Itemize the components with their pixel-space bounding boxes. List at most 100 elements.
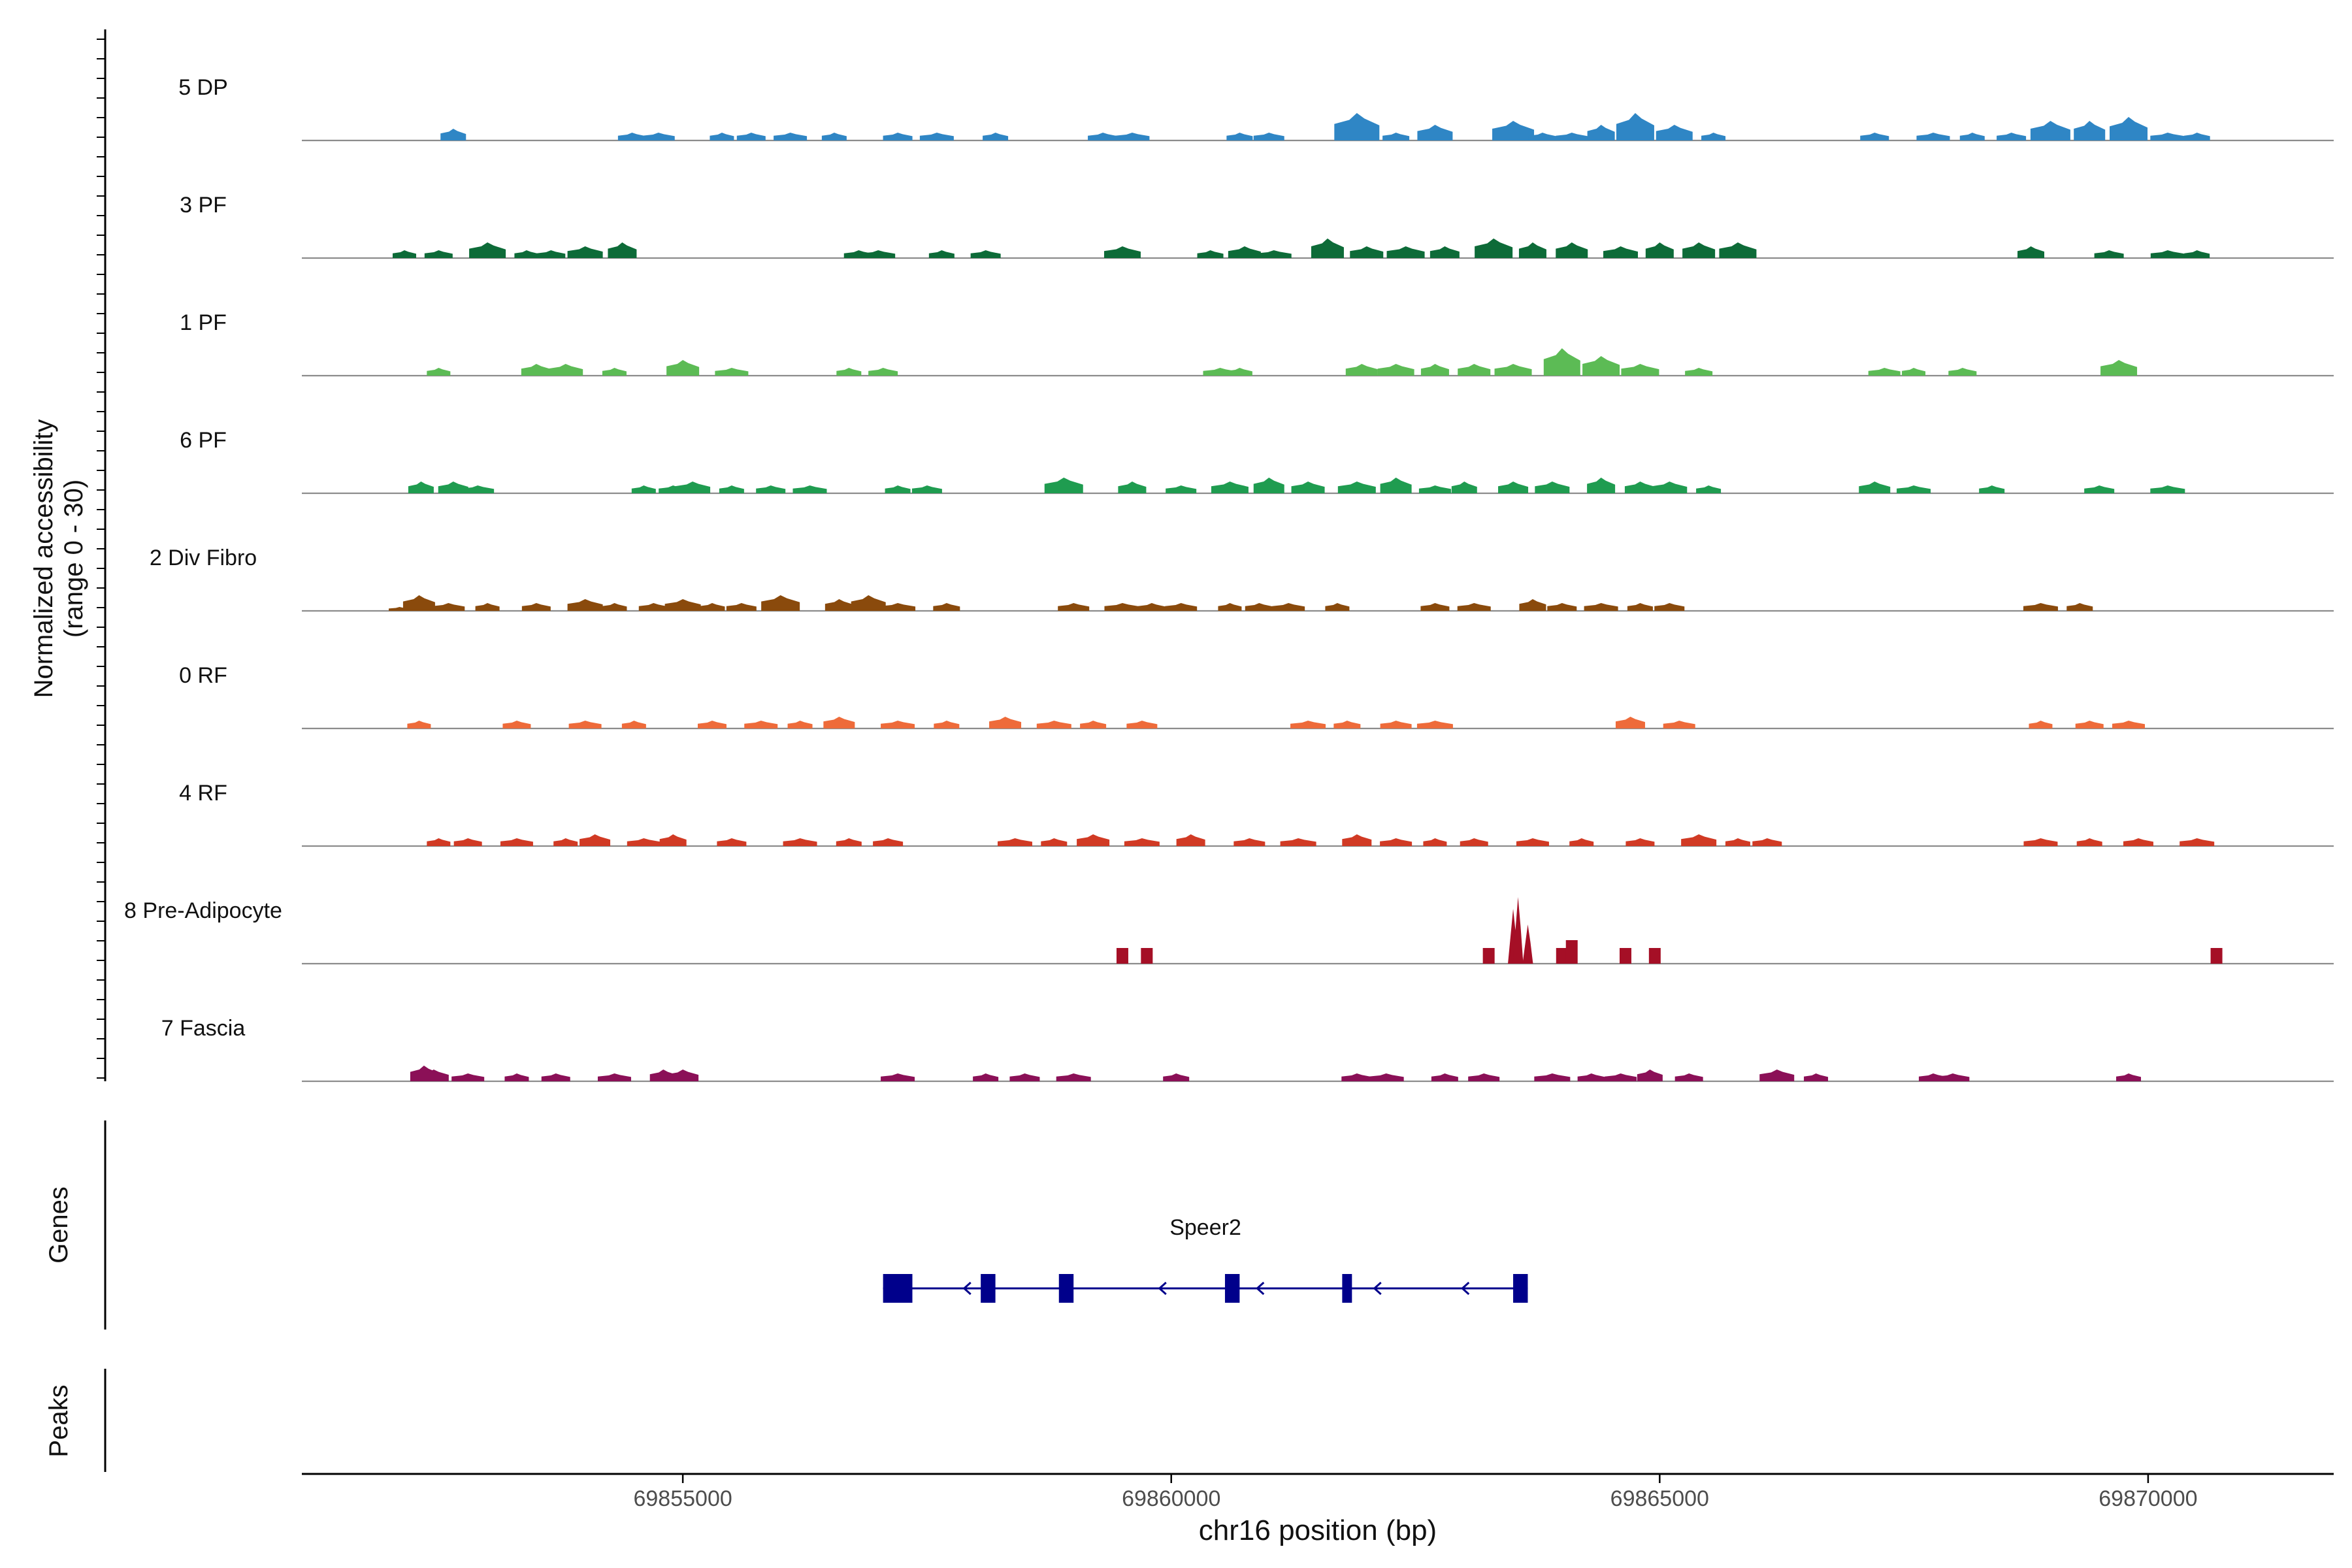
- coverage-peak: [1682, 242, 1716, 258]
- coverage-peak: [1512, 897, 1524, 964]
- coverage-peak: [1036, 721, 1071, 728]
- coverage-peak: [638, 603, 668, 611]
- coverage-peak: [2066, 603, 2093, 611]
- coverage-peak: [440, 129, 466, 140]
- track-5: 0 RF: [179, 663, 2334, 730]
- coverage-peak: [1044, 478, 1083, 493]
- coverage-peak: [1582, 356, 1620, 376]
- coverage-peak: [1587, 478, 1616, 493]
- coverage-peak: [1458, 364, 1491, 376]
- coverage-peak: [1569, 838, 1594, 846]
- coverage-peak: [427, 368, 451, 376]
- coverage-peak: [2023, 838, 2058, 846]
- y-axis-coverage: [97, 29, 106, 1081]
- coverage-peak: [787, 721, 813, 728]
- coverage-peak: [502, 721, 531, 728]
- coverage-peak: [1077, 834, 1110, 846]
- coverage-peak: [1368, 1073, 1404, 1081]
- coverage-peak: [1291, 482, 1325, 493]
- coverage-peak: [726, 603, 757, 611]
- coverage-peak: [621, 721, 646, 728]
- coverage-peak: [825, 599, 853, 611]
- coverage-peak: [504, 1073, 529, 1081]
- x-tick-label: 69865000: [1610, 1486, 1709, 1511]
- coverage-peak: [432, 603, 465, 611]
- coverage-peak: [1342, 834, 1372, 846]
- track-1: 3 PF: [180, 193, 2334, 259]
- track-label: 7 Fascia: [161, 1016, 246, 1041]
- coverage-peak: [1272, 603, 1305, 611]
- coverage-peak: [1547, 603, 1577, 611]
- coverage-peak: [536, 250, 566, 258]
- coverage-peak: [1226, 368, 1252, 376]
- coverage-peak: [675, 482, 711, 493]
- coverage-peak: [1380, 478, 1412, 493]
- track-0: 5 DP: [178, 75, 2334, 142]
- coverage-peak: [1416, 721, 1453, 728]
- coverage-peak: [1663, 721, 1695, 728]
- coverage-peak: [1460, 838, 1488, 846]
- y-axis-range-label: (range 0 - 30): [59, 480, 88, 638]
- coverage-peak: [1197, 250, 1224, 258]
- coverage-peak: [627, 838, 661, 846]
- coverage-peak: [868, 368, 898, 376]
- coverage-peak: [928, 250, 955, 258]
- coverage-peak: [567, 599, 603, 611]
- coverage-peak: [836, 368, 862, 376]
- coverage-peak: [1637, 1070, 1663, 1081]
- coverage-peak: [1498, 482, 1529, 493]
- track-3: 6 PF: [180, 428, 2334, 495]
- coverage-peak: [761, 595, 800, 611]
- coverage-peak: [1176, 834, 1205, 846]
- x-tick-label: 69860000: [1122, 1486, 1220, 1511]
- coverage-peak: [997, 838, 1032, 846]
- coverage-peak: [1696, 485, 1722, 493]
- coverage-peak: [1380, 721, 1412, 728]
- coverage-peak: [438, 482, 468, 493]
- coverage-peak: [1959, 133, 1985, 140]
- coverage-peak: [475, 603, 500, 611]
- coverage-peak: [1124, 838, 1160, 846]
- coverage-peak: [1350, 246, 1384, 258]
- coverage-peak: [933, 603, 960, 611]
- coverage-peak: [970, 250, 1001, 258]
- track-7: 8 Pre-Adipocyte: [124, 897, 2334, 965]
- gene-strand-arrow: [1461, 1281, 1470, 1296]
- coverage-peak: [418, 1070, 449, 1081]
- coverage-peak: [1423, 838, 1447, 846]
- coverage-peak: [1211, 482, 1249, 493]
- gene-exon: [1224, 1274, 1240, 1303]
- coverage-peak: [1165, 603, 1198, 611]
- coverage-peak: [514, 250, 539, 258]
- track-6: 4 RF: [179, 781, 2334, 847]
- coverage-peak: [2100, 360, 2138, 376]
- track-label: 0 RF: [179, 663, 227, 688]
- coverage-peak: [2112, 721, 2146, 728]
- coverage-peak: [453, 838, 482, 846]
- gene-strand-arrow: [1256, 1281, 1265, 1296]
- track-label: 3 PF: [180, 193, 227, 218]
- coverage-peak: [664, 599, 701, 611]
- coverage-peak: [744, 721, 778, 728]
- x-tick-label: 69855000: [633, 1486, 732, 1511]
- coverage-peak: [1652, 482, 1688, 493]
- coverage-peak: [2150, 485, 2185, 493]
- coverage-peak: [580, 834, 611, 846]
- coverage-peak: [1256, 250, 1292, 258]
- coverage-peak: [1104, 603, 1141, 611]
- coverage-peak: [568, 721, 602, 728]
- coverage-peak: [1621, 364, 1659, 376]
- coverage-peak: [1556, 948, 1568, 964]
- coverage-peak: [1337, 482, 1376, 493]
- coverage-peak: [1528, 133, 1556, 140]
- coverage-peak: [2084, 485, 2115, 493]
- coverage-peak: [1245, 603, 1273, 611]
- coverage-peak: [1418, 485, 1451, 493]
- coverage-peak: [424, 250, 453, 258]
- coverage-peak: [631, 485, 656, 493]
- coverage-peak: [1475, 238, 1513, 258]
- coverage-peak: [1948, 368, 1977, 376]
- coverage-peak: [1126, 721, 1158, 728]
- coverage-peak: [715, 368, 749, 376]
